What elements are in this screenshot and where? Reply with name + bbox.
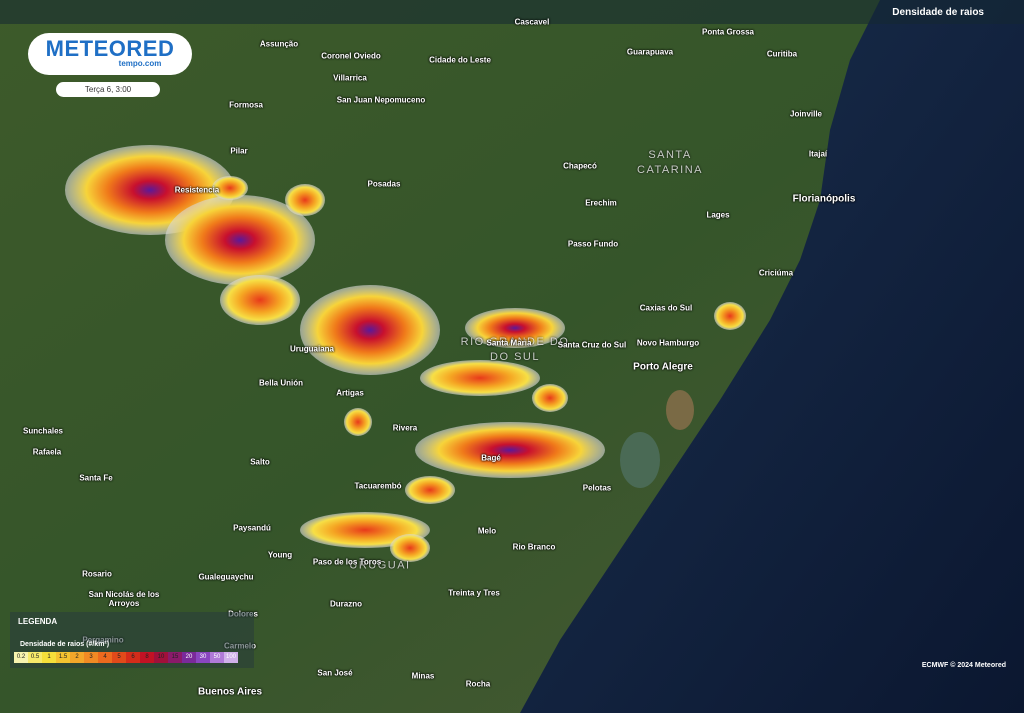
top-bar [0,0,1024,24]
region-label: SANTA CATARINA [637,149,703,176]
city-label: Joinville [789,109,823,119]
city-label: Erechim [585,198,617,208]
city-label: Buenos Aires [197,686,263,698]
city-label: Formosa [229,100,263,110]
legend-swatch: 6 [126,652,140,663]
city-label: Cidade do Leste [429,55,491,65]
city-label: Porto Alegre [633,361,693,373]
city-label: Rivera [392,423,418,433]
region-label: URUGUAI [349,559,411,572]
city-label: Resistencia [174,185,220,195]
city-label: Young [267,550,293,560]
legend-scale: 0.2 0.5 1 1.5 2 3 4 5 6 8 10 15 20 30 50 100 [14,652,238,663]
city-label: Treinta y Tres [448,588,500,598]
legend-swatch: 2 [70,652,84,663]
city-label: Artigas [336,388,364,398]
legend-swatch: 1 [42,652,56,663]
city-label: Itajaí [808,149,828,159]
legend-swatch: 20 [182,652,196,663]
city-label: Bagé [481,453,501,463]
city-label: Santa Fe [79,473,113,483]
city-label: Sunchales [22,426,64,436]
city-label: Rio Branco [512,542,556,552]
city-label: Rafaela [32,447,62,457]
city-label: Ponta Grossa [701,27,755,37]
legend-swatch: 0.2 [14,652,28,663]
city-label: Tacuarembó [354,481,402,491]
legend-swatch: 15 [168,652,182,663]
city-label: Santa Maria [486,338,532,348]
city-label: Cascavel [514,17,550,27]
legend-swatch: 8 [140,652,154,663]
city-label: Santa Cruz do Sul [557,340,627,350]
legend-swatch: 100 [224,652,238,663]
city-label: Pilar [230,146,248,156]
city-label: Curitiba [766,49,798,59]
legend-swatch: 30 [196,652,210,663]
city-label: Paso de los Toros [312,557,382,567]
city-label: San José [317,668,353,678]
city-label: Uruguaiana [289,344,335,354]
legend-swatch: 5 [112,652,126,663]
city-label: Melo [477,526,497,536]
city-label: Coronel Oviedo [321,51,381,61]
region-label: RIO GRANDE DO DO SUL [460,336,570,363]
logo-subtext: tempo.com [118,59,162,68]
city-label: Salto [250,457,270,467]
city-label: Pelotas [582,483,612,493]
city-label: Rocha [465,679,491,689]
city-label: Passo Fundo [567,239,619,249]
city-label: Bella Unión [258,378,304,388]
legend-subtitle: Densidade de raios (#/km²) [20,641,110,648]
city-label: Florianópolis [792,193,856,205]
city-label: San Juan Nepomuceno [336,95,426,105]
city-label: Caxias do Sul [639,303,693,313]
city-label: Rosario [82,569,112,579]
city-label: Criciúma [758,268,794,278]
city-label: Guarapuava [626,47,674,57]
city-label: Minas [411,671,435,681]
city-label: Durazno [330,599,362,609]
logo-text: METEORED [45,36,175,61]
city-label: Villarrica [333,73,367,83]
city-label: Lages [706,210,730,220]
legend-swatch: 50 [210,652,224,663]
city-label: Paysandú [233,523,271,533]
logo[interactable]: METEORED tempo.com [28,33,192,75]
legend-swatch: 1.5 [56,652,70,663]
legend-swatch: 3 [84,652,98,663]
city-label: Novo Hamburgo [636,338,700,348]
legend-swatch: 0.5 [28,652,42,663]
city-label: Assunção [259,39,299,49]
legend: LEGENDA Densidade de raios (#/km²) 0.2 0.… [10,612,254,668]
time-label[interactable]: Terça 6, 3:00 [56,82,160,97]
city-label: Chapecó [563,161,597,171]
legend-swatch: 4 [98,652,112,663]
layer-label[interactable]: Densidade de raios [892,7,984,18]
legend-swatch: 10 [154,652,168,663]
legend-title: LEGENDA [18,617,58,626]
city-label: Posadas [367,179,401,189]
city-label: Gualeguaychu [198,572,254,582]
city-label: San Nicolás de los Arroyos [88,590,160,608]
credit: ECMWF © 2024 Meteored [921,662,1006,669]
